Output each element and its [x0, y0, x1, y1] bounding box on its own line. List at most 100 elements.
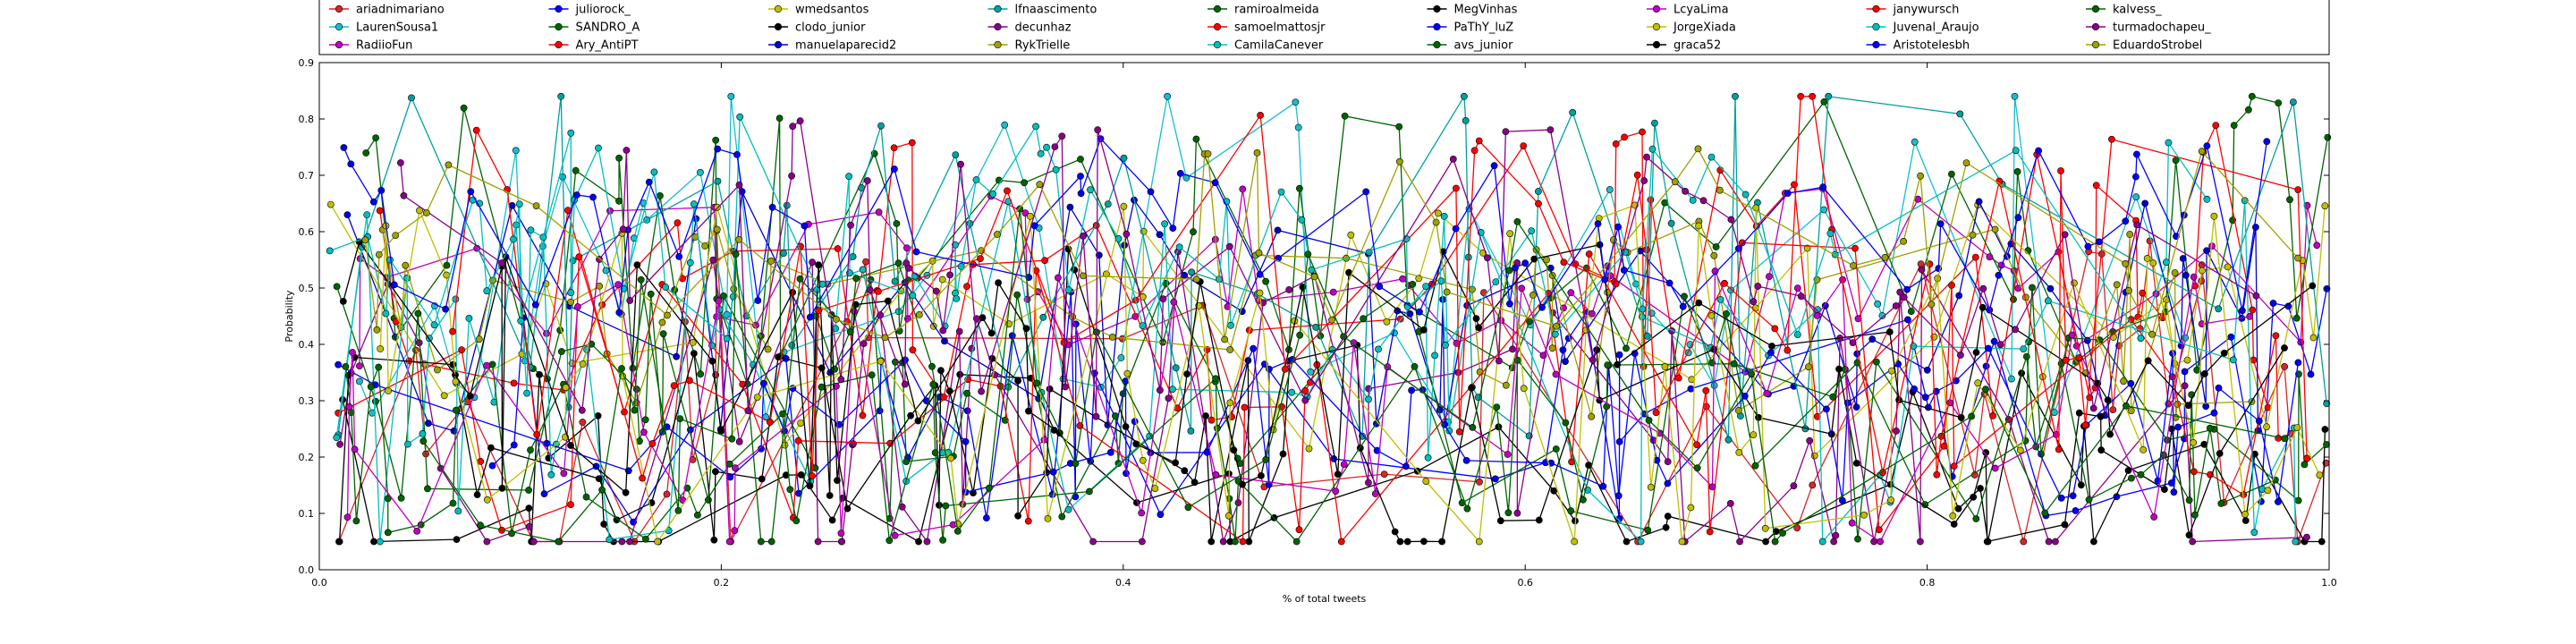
data-point [477, 458, 485, 465]
data-point [806, 482, 814, 490]
data-point [2160, 486, 2168, 493]
data-point [1838, 496, 1846, 504]
data-point [907, 411, 914, 419]
data-point [962, 437, 970, 445]
data-point [1496, 517, 1504, 525]
data-point [2321, 426, 2329, 433]
data-point [510, 235, 517, 243]
data-point [1553, 322, 1561, 330]
data-point [1422, 283, 1429, 290]
data-point [775, 114, 784, 122]
data-point [1470, 147, 1479, 155]
data-point [650, 168, 658, 176]
data-point [1854, 535, 1861, 543]
data-point [2294, 186, 2302, 193]
data-point [720, 292, 727, 300]
data-point [846, 328, 854, 336]
legend-item: Juvenal_Araujo [1866, 21, 1979, 35]
data-point [714, 177, 722, 185]
legend-swatch-marker [994, 22, 1002, 31]
data-point [1049, 468, 1057, 476]
data-point [1900, 293, 1908, 301]
data-point [691, 350, 698, 357]
data-point [1307, 368, 1315, 376]
data-point [1139, 538, 1146, 546]
series-line [338, 344, 2285, 543]
legend-item: Aristotelesbh [1866, 39, 1970, 53]
data-point [1274, 226, 1282, 234]
data-point [2185, 531, 2193, 539]
data-point [714, 203, 721, 211]
data-point [557, 348, 565, 355]
data-point [2202, 402, 2210, 411]
data-point [1192, 275, 1200, 284]
data-point [1947, 170, 1955, 178]
data-point [2104, 396, 2112, 404]
data-point [1041, 257, 1048, 265]
data-point [1979, 303, 1987, 311]
data-point [2172, 157, 2180, 165]
data-point [1234, 499, 1242, 506]
data-point [1813, 311, 1821, 319]
data-point [2198, 148, 2206, 156]
data-point [375, 363, 383, 371]
data-point [1475, 137, 1483, 145]
data-point [1716, 295, 1724, 303]
data-point [995, 279, 1002, 286]
data-point [859, 266, 867, 274]
data-point [767, 538, 775, 546]
data-point [2215, 384, 2223, 392]
data-point [1151, 485, 1159, 492]
data-point [454, 507, 462, 515]
data-point [732, 464, 739, 471]
legend-swatch-marker [2091, 22, 2100, 31]
data-point [642, 535, 649, 543]
data-point [1265, 480, 1273, 488]
data-point [1496, 357, 1503, 365]
data-point [815, 307, 823, 315]
data-point [2095, 238, 2103, 246]
data-point [1463, 504, 1471, 513]
data-point [1212, 470, 1220, 479]
data-point [370, 538, 377, 546]
data-point [602, 267, 610, 275]
data-point [1569, 108, 1577, 116]
data-point [1257, 111, 1264, 119]
data-point [2323, 441, 2330, 448]
y-tick-label: 0.8 [299, 114, 315, 125]
data-point [419, 437, 428, 445]
legend-swatch-marker [2091, 4, 2100, 13]
data-point [397, 495, 405, 502]
data-point [1131, 418, 1139, 426]
data-point [1687, 504, 1695, 512]
legend-label: wmedsantos [795, 4, 869, 17]
data-point [1164, 92, 1171, 100]
data-point [1716, 186, 1724, 194]
data-point [1391, 528, 1399, 536]
data-point [2150, 513, 2158, 521]
data-point [2165, 139, 2173, 147]
data-point [814, 538, 822, 546]
data-point [786, 486, 794, 494]
data-point [1296, 184, 1303, 192]
data-point [1492, 278, 1500, 285]
data-point [2132, 193, 2140, 201]
data-point [1819, 183, 1827, 191]
data-point [2238, 307, 2246, 315]
data-point [445, 161, 453, 169]
legend-label: juliorock_ [575, 4, 631, 17]
data-point [1911, 385, 1918, 393]
legend-label: manuelaparecid2 [795, 39, 896, 53]
data-point [1730, 360, 1738, 368]
data-point [361, 236, 369, 244]
data-point [938, 275, 946, 284]
data-point [1065, 286, 1072, 294]
data-point [595, 144, 602, 152]
legend-item: avs_junior [1427, 39, 1513, 53]
data-point [2294, 359, 2302, 367]
legend-label: LcyaLima [1674, 4, 1729, 17]
data-point [1258, 472, 1265, 479]
data-point [2084, 242, 2092, 250]
data-point [1106, 448, 1114, 456]
data-point [1502, 128, 1510, 135]
